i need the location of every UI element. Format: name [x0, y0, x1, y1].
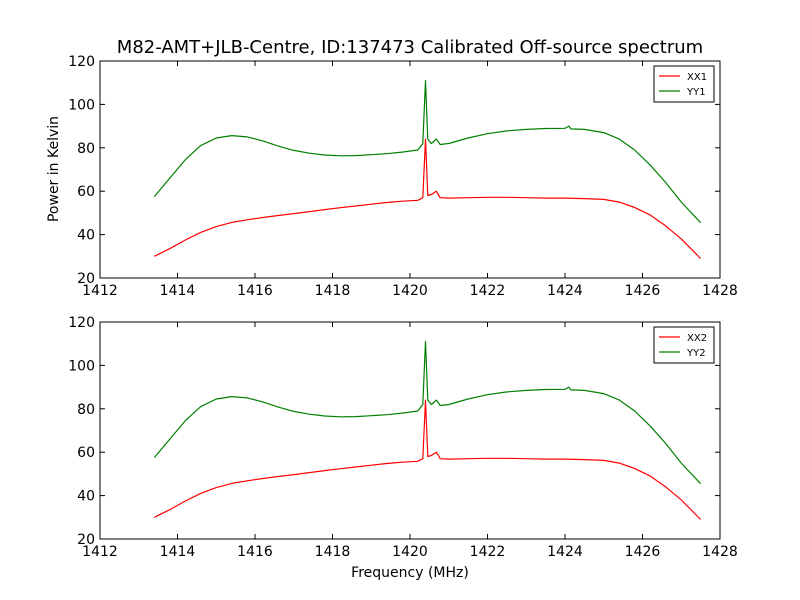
plot-area	[100, 61, 720, 278]
y-tick-label: 60	[77, 184, 95, 200]
x-tick-label: 1422	[470, 544, 506, 560]
y-tick-label: 60	[77, 445, 95, 461]
x-tick-label: 1414	[160, 544, 196, 560]
legend-box	[653, 326, 715, 364]
y-tick-label: 120	[68, 315, 95, 331]
x-tick-label: 1420	[392, 283, 428, 299]
legend-label-YY1: YY1	[686, 87, 706, 98]
legend-label-YY2: YY2	[686, 348, 706, 359]
x-tick-label: 1416	[237, 283, 273, 299]
plot-panel-bottom: 1412 1414 1416 1418 1420 1422 1424 1426 1428 20 40…	[68, 315, 738, 560]
legend-box	[653, 65, 715, 103]
y-tick-label: 100	[68, 97, 95, 113]
x-tick-label: 1428	[702, 544, 738, 560]
y-tick-label: 100	[68, 358, 95, 374]
plot-area	[100, 322, 720, 539]
x-tick-label: 1428	[702, 283, 738, 299]
x-tick-label: 1412	[82, 283, 118, 299]
legend-label-XX1: XX1	[687, 72, 707, 83]
series-line-YY2	[153, 340, 702, 485]
y-tick-label: 20	[77, 271, 95, 287]
x-tick-label: 1422	[470, 283, 506, 299]
y-tick-label: 80	[77, 141, 95, 157]
x-tick-label: 1424	[547, 283, 583, 299]
y-tick-label: 80	[77, 402, 95, 418]
y-tick-label: 40	[77, 228, 95, 244]
x-tick-label: 1418	[315, 283, 351, 299]
plot-panel-top: 1412 1414 1416 1418 1420 1422 1424 1426 1428 20 40…	[68, 54, 738, 299]
x-tick-label: 1414	[160, 283, 196, 299]
x-tick-label: 1426	[625, 544, 661, 560]
x-axis-label: Frequency (MHz)	[351, 565, 469, 581]
y-tick-label: 40	[77, 489, 95, 505]
x-tick-label: 1412	[82, 544, 118, 560]
x-tick-label: 1426	[625, 283, 661, 299]
legend-label-XX2: XX2	[687, 333, 707, 344]
series-line-XX1	[154, 138, 702, 259]
series-line-YY1	[153, 79, 702, 224]
x-tick-label: 1420	[392, 544, 428, 560]
y-axis-label: Power in Kelvin	[46, 116, 62, 222]
x-tick-label: 1418	[315, 544, 351, 560]
y-tick-label: 120	[68, 54, 95, 70]
y-tick-label: 20	[77, 532, 95, 548]
x-tick-label: 1416	[237, 544, 273, 560]
x-tick-label: 1424	[547, 544, 583, 560]
series-line-XX2	[154, 399, 702, 520]
chart-title: M82-AMT+JLB-Centre, ID:137473 Calibrated…	[117, 37, 703, 58]
